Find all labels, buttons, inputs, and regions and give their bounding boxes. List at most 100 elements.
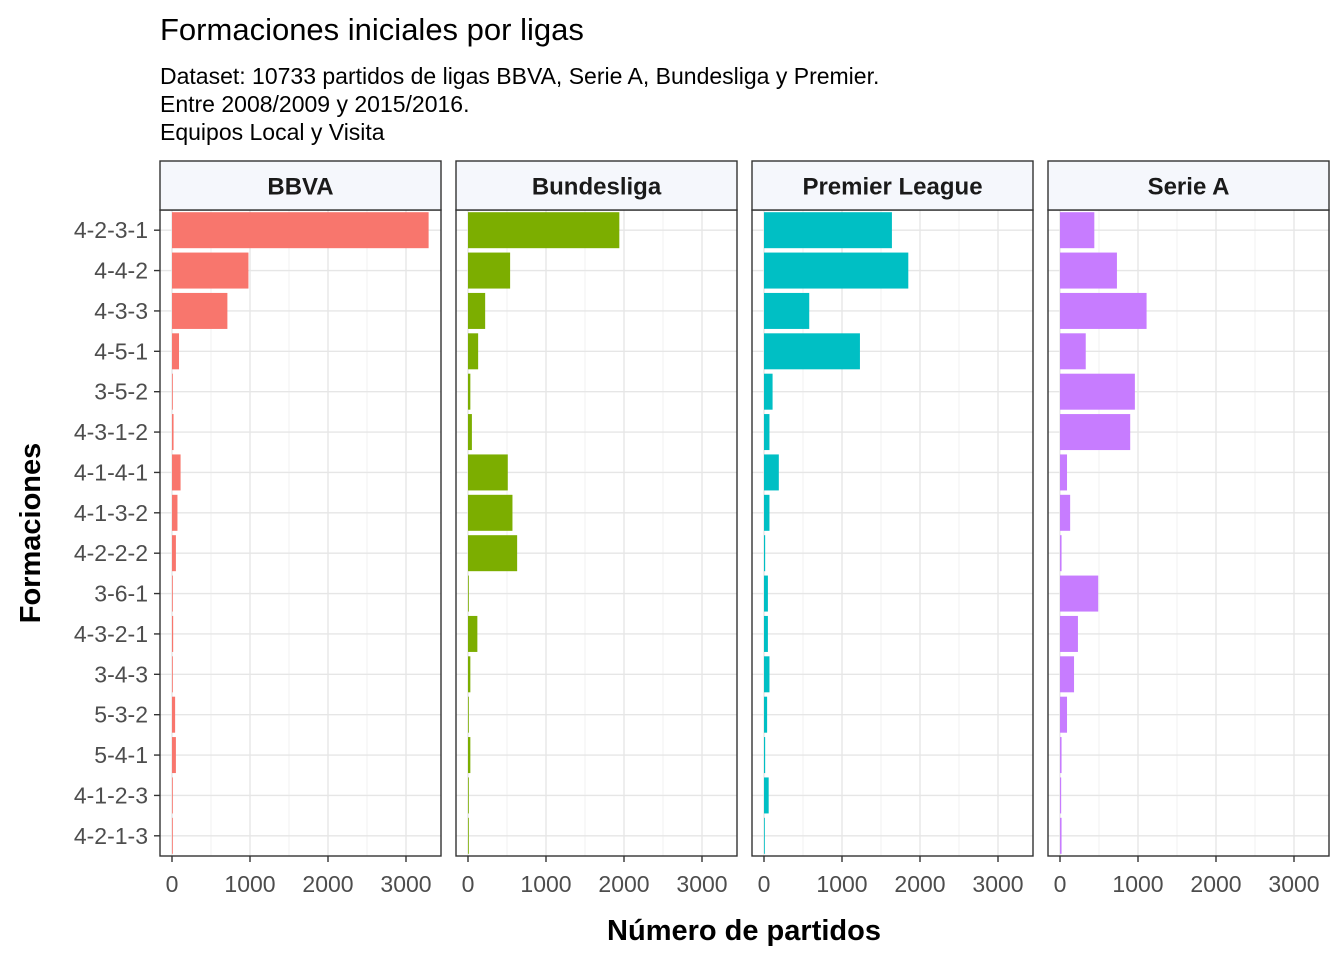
x-tick-label: 1000 [224,871,275,897]
bar-bbva-4-4-2 [172,252,249,289]
y-tick-label: 5-4-1 [94,742,148,768]
bar-serie-a-4-3-1-2 [1060,414,1131,451]
bar-premier-league-4-3-2-1 [764,615,768,652]
x-tick-label: 3000 [676,871,727,897]
y-tick-label: 4-3-3 [94,298,148,324]
x-tick-label: 3000 [380,871,431,897]
bar-bbva-4-2-1-3 [172,817,173,854]
x-axis-title: Número de partidos [607,915,881,947]
bar-premier-league-4-1-4-1 [764,454,779,491]
chart-subtitle-line-2: Entre 2008/2009 y 2015/2016. [160,91,470,117]
panel-border [455,209,738,857]
bar-bbva-4-1-2-3 [172,777,173,814]
bar-bbva-4-5-1 [172,333,180,370]
bar-serie-a-4-3-2-1 [1060,615,1078,652]
x-tick-label: 1000 [520,871,571,897]
facet-label-bundesliga: Bundesliga [532,174,662,201]
bar-bundesliga-4-1-3-2 [468,494,513,531]
y-tick-label: 4-4-2 [94,258,148,284]
bar-premier-league-4-2-2-2 [764,535,766,572]
bar-serie-a-3-5-2 [1060,373,1135,410]
x-tick-label: 1000 [1112,871,1163,897]
y-tick-label: 4-1-2-3 [74,782,148,808]
y-tick-label: 4-3-1-2 [74,419,148,445]
bar-premier-league-3-6-1 [764,575,768,612]
bar-bundesliga-4-2-3-1 [468,212,620,249]
facet-strip [1047,160,1330,211]
bar-bbva-4-1-4-1 [172,454,181,491]
x-tick-label: 0 [1054,871,1067,897]
bar-bundesliga-4-2-1-3 [468,817,469,854]
bar-serie-a-4-1-4-1 [1060,454,1068,491]
y-tick-label: 4-3-2-1 [74,621,148,647]
bar-premier-league-3-5-2 [764,373,773,410]
bar-bundesliga-4-3-3 [468,292,486,329]
bar-serie-a-4-4-2 [1060,252,1117,289]
y-tick-label: 3-6-1 [94,581,148,607]
bar-bbva-3-5-2 [172,373,173,410]
bar-serie-a-4-1-2-3 [1060,777,1062,814]
y-tick-label: 5-3-2 [94,702,148,728]
bar-bbva-4-3-2-1 [172,615,174,652]
y-tick-label: 3-5-2 [94,379,148,405]
bar-premier-league-5-3-2 [764,696,768,733]
bar-serie-a-4-3-3 [1060,292,1147,329]
x-tick-label: 2000 [894,871,945,897]
bar-serie-a-4-1-3-2 [1060,494,1071,531]
bar-bundesliga-3-5-2 [468,373,471,410]
y-tick-label: 4-2-3-1 [74,217,148,243]
x-tick-label: 0 [462,871,475,897]
x-tick-label: 2000 [1190,871,1241,897]
bar-bundesliga-4-4-2 [468,252,511,289]
bar-bundesliga-4-2-2-2 [468,535,518,572]
chart-title: Formaciones iniciales por ligas [160,12,584,47]
bar-serie-a-5-4-1 [1060,737,1062,774]
bar-bbva-4-3-1-2 [172,414,174,451]
bar-premier-league-4-3-1-2 [764,414,770,451]
bar-premier-league-4-1-3-2 [764,494,770,531]
x-tick-label: 2000 [302,871,353,897]
bar-premier-league-5-4-1 [764,737,766,774]
bar-bundesliga-4-1-4-1 [468,454,508,491]
bar-serie-a-3-6-1 [1060,575,1099,612]
bar-bundesliga-4-1-2-3 [468,777,469,814]
bar-serie-a-5-3-2 [1060,696,1068,733]
chart-subtitle-line-3: Equipos Local y Visita [160,119,385,145]
bar-premier-league-4-1-2-3 [764,777,769,814]
y-tick-label: 4-1-3-2 [74,500,148,526]
bar-premier-league-4-5-1 [764,333,860,370]
bar-serie-a-4-2-1-3 [1060,817,1062,854]
bar-bbva-4-1-3-2 [172,494,178,531]
y-tick-label: 4-2-2-2 [74,540,148,566]
bar-bbva-4-2-3-1 [172,212,429,249]
bar-premier-league-3-4-3 [764,656,770,693]
facet-strip [159,160,442,211]
bar-bbva-4-2-2-2 [172,535,176,572]
x-tick-label: 3000 [972,871,1023,897]
y-tick-label: 3-4-3 [94,661,148,687]
bar-premier-league-4-3-3 [764,292,810,329]
y-tick-label: 4-5-1 [94,338,148,364]
bar-premier-league-4-2-3-1 [764,212,892,249]
bar-serie-a-3-4-3 [1060,656,1075,693]
x-tick-label: 0 [166,871,179,897]
chart-subtitle-line-1: Dataset: 10733 partidos de ligas BBVA, S… [160,63,880,89]
bar-bundesliga-3-6-1 [468,575,469,612]
bar-bundesliga-5-3-2 [468,696,469,733]
facet-strip [751,160,1034,211]
bar-bundesliga-3-4-3 [468,656,471,693]
bar-serie-a-4-2-3-1 [1060,212,1095,249]
bar-premier-league-4-2-1-3 [764,817,765,854]
bar-bundesliga-4-3-2-1 [468,615,478,652]
x-tick-label: 1000 [816,871,867,897]
facet-strip [455,160,738,211]
x-tick-label: 2000 [598,871,649,897]
bar-serie-a-4-2-2-2 [1060,535,1062,572]
bar-bbva-4-3-3 [172,292,228,329]
y-tick-label: 4-1-4-1 [74,459,148,485]
x-tick-label: 3000 [1268,871,1319,897]
bar-premier-league-4-4-2 [764,252,909,289]
bar-bundesliga-4-5-1 [468,333,479,370]
